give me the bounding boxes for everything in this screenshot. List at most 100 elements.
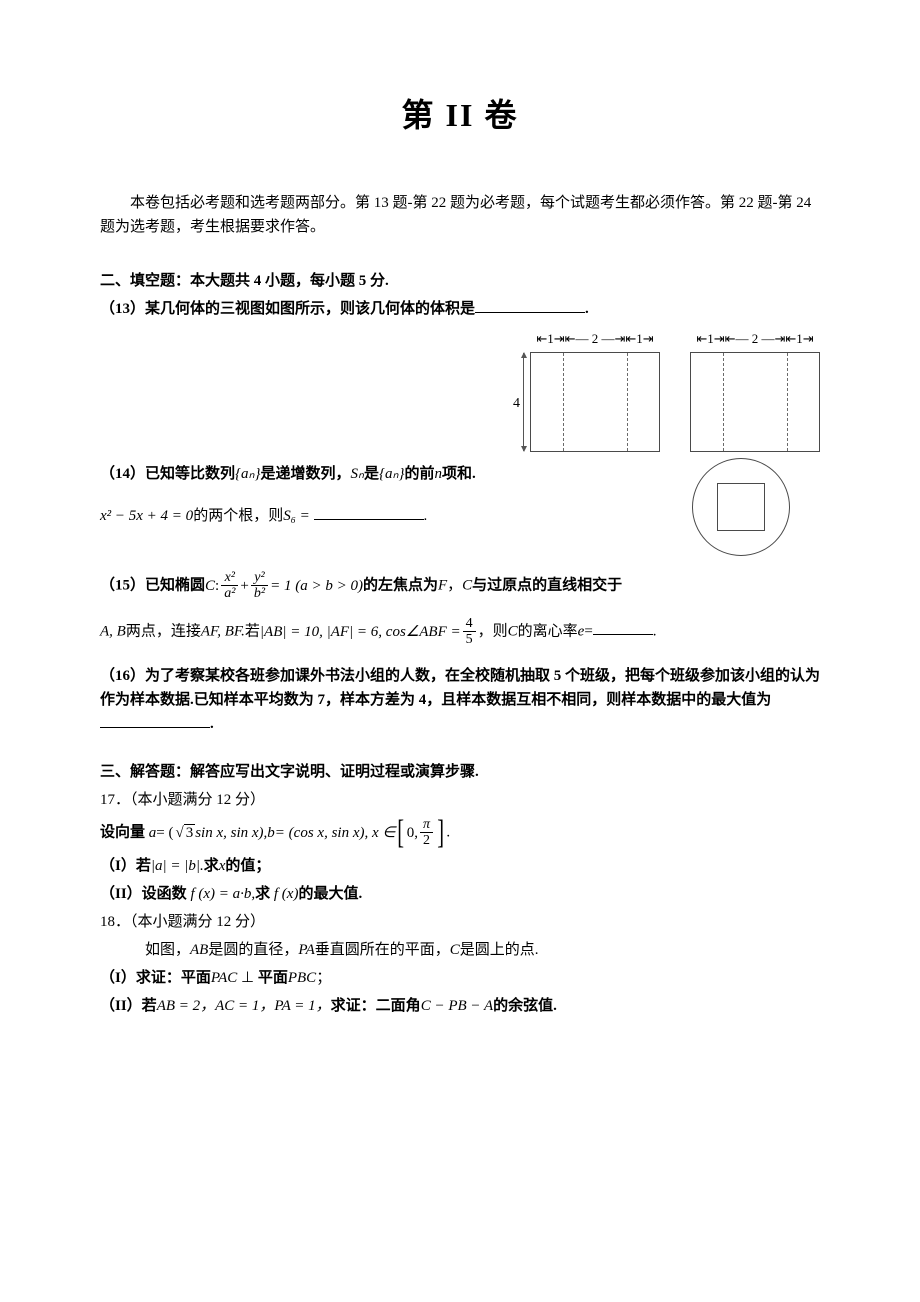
- q18-ang: C − PB − A: [421, 998, 493, 1014]
- dim-top-2: ⇤1⇥⇤— 2 —⇥⇤1⇥: [690, 329, 820, 350]
- dash-3: [723, 353, 724, 451]
- q15-fn: 4: [463, 616, 476, 631]
- q18-stem: 如图，AB是圆的直径，PA垂直圆所在的平面，C是圆上的点.: [100, 938, 820, 962]
- dim-top-1: ⇤1⇥⇤— 2 —⇥⇤1⇥: [530, 329, 660, 350]
- q17-b: b: [267, 821, 275, 845]
- question-14-line1: （14）已知等比数列{aₙ}是递增数列，Sₙ是{aₙ}的前n项和.: [100, 462, 692, 486]
- q18-p1b: 平面: [258, 970, 288, 986]
- q17-p1a: （I）若: [100, 858, 151, 874]
- q16-blank: [100, 712, 210, 728]
- q14-t2: 是递增数列，: [261, 466, 351, 482]
- page-title: 第 II 卷: [100, 90, 820, 141]
- q14-blank: [314, 504, 424, 520]
- q13-period: .: [585, 301, 589, 317]
- question-16: （16）为了考察某校各班参加课外书法小组的人数，在全校随机抽取 5 个班级，把每…: [100, 664, 820, 736]
- q18-t2: 是圆的直径，: [208, 942, 298, 958]
- q14-t5: 项和.: [442, 466, 476, 482]
- q18-pac: PAC: [211, 970, 237, 986]
- q15-eq1: = 1 (a > b > 0): [270, 574, 363, 598]
- section-3-heading: 三、解答题：解答应写出文字说明、证明过程或演算步骤.: [100, 760, 820, 784]
- q17-p2d: f (x): [270, 886, 298, 902]
- q18-semi: ；: [316, 970, 331, 986]
- q15-fd: 5: [463, 631, 476, 647]
- q17-e2: = (cos x, sin x), x ∈: [275, 821, 396, 845]
- q15-pre: （15）已知椭圆: [100, 577, 205, 593]
- q15-x2: x²: [222, 570, 238, 585]
- intro-text: 本卷包括必考题和选考题两部分。第 13 题-第 22 题为必考题，每个试题考生都…: [100, 191, 820, 239]
- q15-cof: C: [508, 623, 518, 639]
- q17-num: 17．（本小题满分 12 分）: [100, 788, 820, 812]
- q14-s6: S₆ =: [283, 508, 310, 524]
- q17-stem: 设向量 a = ( 3 sin x, sin x), b = (cos x, si…: [100, 816, 820, 850]
- q17-a: a: [149, 821, 157, 845]
- q18-perp: ⊥: [237, 970, 258, 986]
- q16-text: （16）为了考察某校各班参加课外书法小组的人数，在全校随机抽取 5 个班级，把每…: [100, 668, 820, 708]
- q15-comma: ，: [447, 577, 462, 593]
- q17-p2e: 的最大值.: [298, 886, 362, 902]
- dash-2: [627, 353, 628, 451]
- q18-t4: 是圆上的点.: [460, 942, 539, 958]
- q15-period: .: [653, 623, 657, 639]
- q18-t3: 垂直圆所在的平面，: [315, 942, 450, 958]
- q14-t3: 是: [364, 466, 379, 482]
- q16-period: .: [210, 716, 214, 732]
- q13-text: （13）某几何体的三视图如图所示，则该几何体的体积是: [100, 301, 475, 317]
- q14-t1: （14）已知等比数列: [100, 466, 235, 482]
- three-view-figure: ⇤1⇥⇤— 2 —⇥⇤1⇥ 4 ⇤1⇥⇤— 2 —⇥⇤1⇥ （14）已知等比数列…: [100, 329, 820, 556]
- q14-t4: 的前: [405, 466, 435, 482]
- q18-num: 18．（本小题满分 12 分）: [100, 910, 820, 934]
- q15-c: C: [205, 574, 215, 598]
- q15-colon: :: [215, 574, 219, 598]
- dash-4: [787, 353, 788, 451]
- inner-square: [717, 483, 765, 531]
- q18-p2c: 的余弦值.: [493, 998, 557, 1014]
- q14-n: n: [435, 466, 443, 482]
- q15-l2b: 两点，连接: [126, 623, 201, 639]
- q14-sn: Sₙ: [351, 466, 364, 482]
- q14-period: .: [424, 508, 428, 524]
- q14-seq2: {aₙ}: [379, 466, 404, 482]
- q18-pa: PA: [298, 942, 314, 958]
- q15-a2: a²: [221, 585, 238, 601]
- q15-ab: |AB| = 10, |AF| = 6, cos∠ABF =: [260, 620, 461, 644]
- q17-p1c: 求: [204, 858, 219, 874]
- q17-p2a: （II）设函数: [100, 886, 187, 902]
- q18-c: C: [450, 942, 460, 958]
- q17-s1: sin x, sin x),: [195, 821, 267, 845]
- q17-part1: （I）若|a| = |b|.求x的值；: [100, 854, 820, 878]
- height-label: 4: [513, 393, 520, 415]
- q15-ab0: A, B: [100, 623, 126, 639]
- q13-blank: [475, 297, 585, 313]
- q15-p2: 与过原点的直线相交于: [472, 577, 622, 593]
- q18-p2b: 求证：二面角: [331, 998, 421, 1014]
- question-15-line1: （15）已知椭圆C : x²a² + y²b² = 1 (a > b > 0)的…: [100, 570, 820, 602]
- q18-p1a: （I）求证：平面: [100, 970, 211, 986]
- q18-p2a: （II）若: [100, 998, 157, 1014]
- q18-ab: AB: [190, 942, 208, 958]
- q15-ruo: 若: [245, 623, 260, 639]
- q15-p1: 的左焦点为: [363, 577, 438, 593]
- q18-part2: （II）若AB = 2，AC = 1，PA = 1，求证：二面角C − PB −…: [100, 994, 820, 1018]
- q17-e1: = (: [156, 821, 173, 845]
- q15-c2: C: [462, 577, 472, 593]
- q17-p1b: |a| = |b|.: [151, 858, 204, 874]
- front-view: ⇤1⇥⇤— 2 —⇥⇤1⇥ 4: [530, 329, 660, 452]
- dash-1: [563, 353, 564, 451]
- q15-f: F: [438, 577, 447, 593]
- q17-pre: 设向量: [100, 824, 149, 840]
- q17-p1e: 的值；: [225, 858, 270, 874]
- q18-part1: （I）求证：平面PAC ⊥ 平面PBC；: [100, 966, 820, 990]
- q17-zero: 0,: [407, 821, 418, 845]
- q17-r3: 3: [184, 824, 196, 841]
- q17-pi: π: [420, 817, 433, 832]
- q18-t1: 如图，: [145, 942, 190, 958]
- q15-afbf: AF, BF.: [201, 623, 245, 639]
- q17-part2: （II）设函数 f (x) = a·b,求 f (x)的最大值.: [100, 882, 820, 906]
- question-15-line2: A, B两点，连接AF, BF.若|AB| = 10, |AF| = 6, co…: [100, 616, 820, 648]
- q14-seq1: {aₙ}: [235, 466, 260, 482]
- q15-de: 的离心率: [518, 623, 578, 639]
- q17-p2b: f (x) = a·b,: [187, 886, 255, 902]
- height-arrow: [523, 353, 524, 451]
- q15-ze: ，则: [478, 623, 508, 639]
- top-view: [692, 458, 790, 556]
